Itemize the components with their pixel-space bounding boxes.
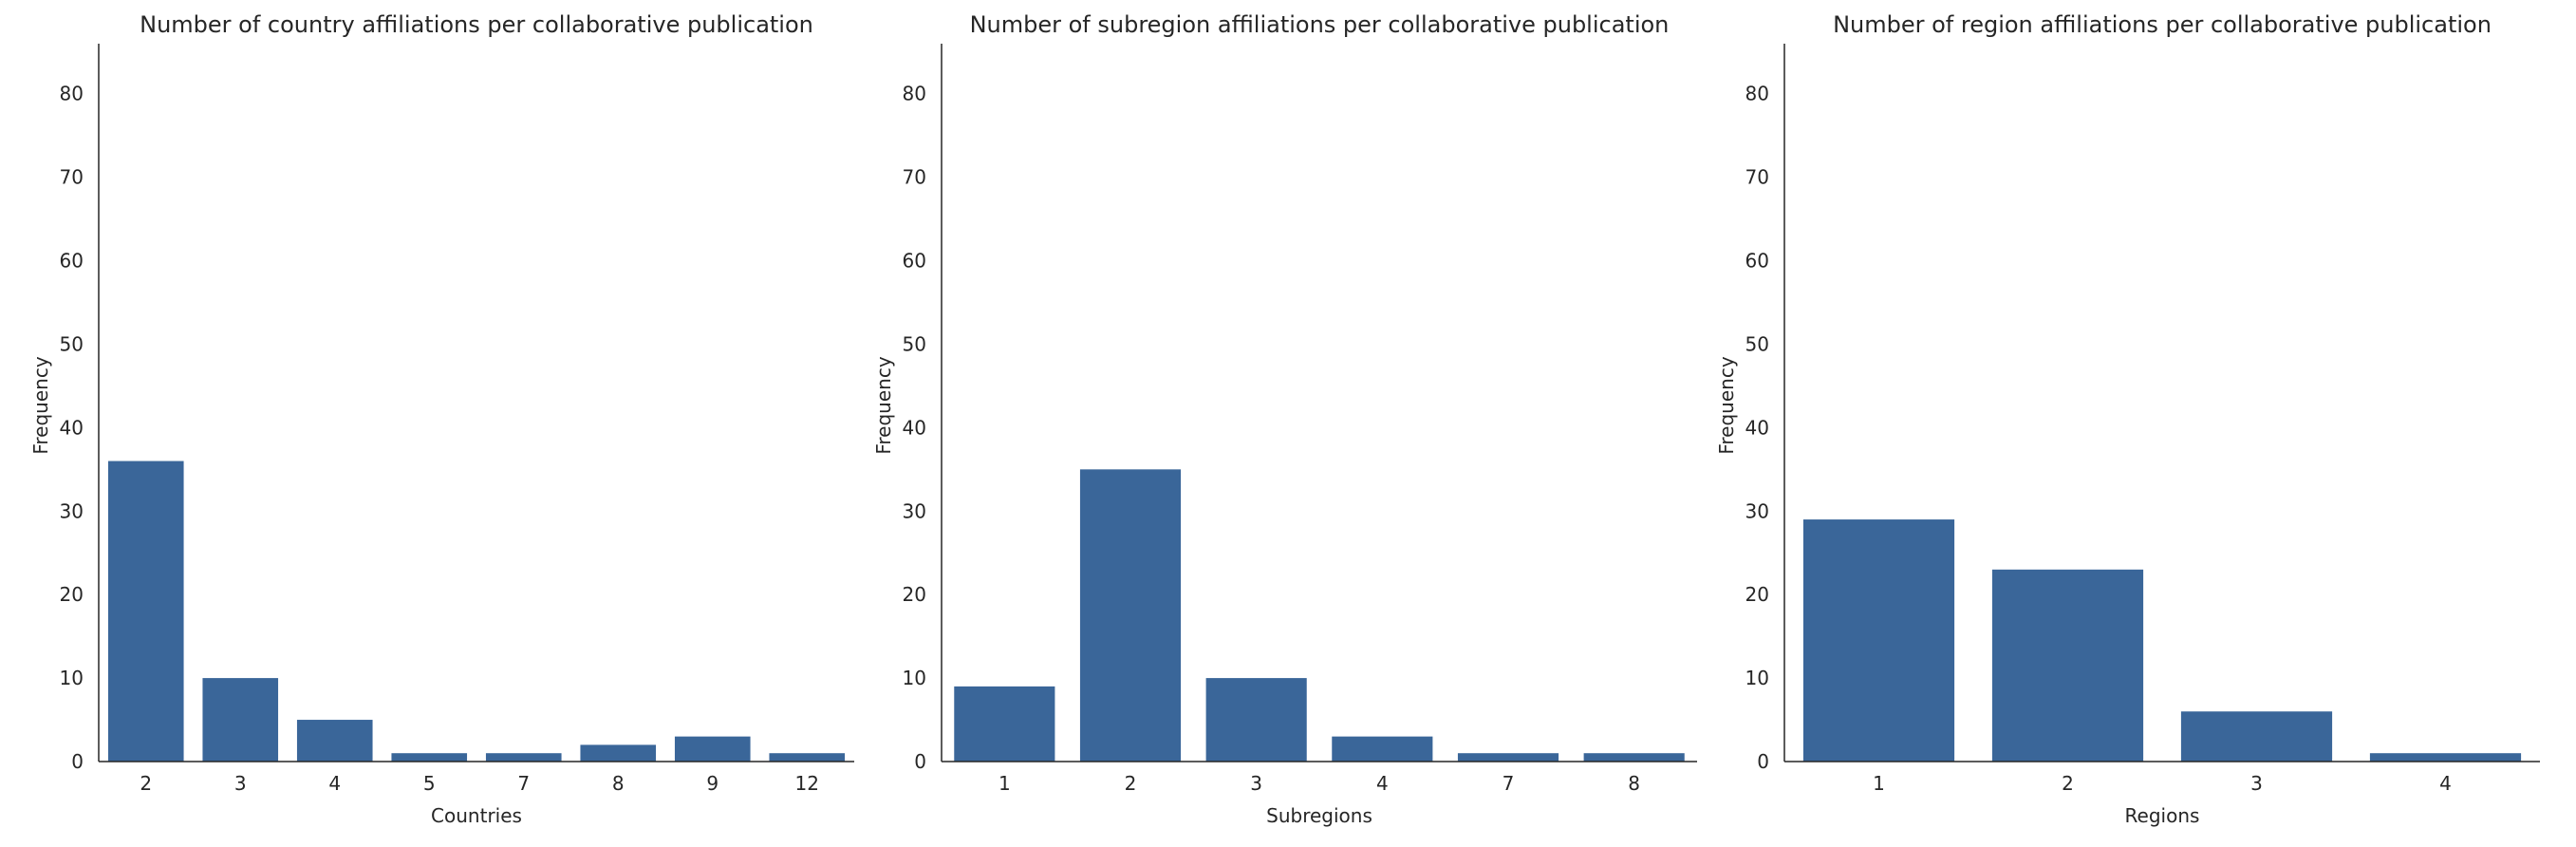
x-tick-label: 4 [2439,772,2452,795]
bar-1 [954,686,1055,762]
bar-5 [391,753,468,762]
x-tick-labels: 1 2 3 4 7 8 [999,772,1640,795]
y-tick-labels: 0 10 20 30 40 50 60 70 80 [60,83,84,773]
x-tick-label: 5 [423,772,436,795]
chart-panel-countries: Number of country affiliations per colla… [29,11,854,827]
x-axis-label: Countries [431,804,522,827]
x-tick-label: 4 [1376,772,1389,795]
bar-3 [1205,678,1307,762]
y-tick-label: 50 [903,332,926,355]
bar-8 [580,744,657,762]
bar-3 [202,678,279,762]
y-tick-label: 80 [1745,83,1769,105]
x-tick-label: 1 [1873,772,1885,795]
y-tick-label: 0 [914,750,926,773]
x-tick-label: 2 [1125,772,1137,795]
y-tick-label: 30 [60,499,84,522]
y-axis-label: Frequency [872,356,895,454]
y-tick-label: 70 [903,166,926,189]
y-tick-label: 40 [60,416,84,439]
bar-2 [1991,569,2144,762]
x-tick-label: 3 [234,772,247,795]
y-tick-label: 10 [903,667,926,689]
bar-group [1802,519,2522,762]
y-tick-label: 70 [60,166,84,189]
chart-title: Number of subregion affiliations per col… [970,11,1670,38]
y-axis-label: Frequency [29,356,52,454]
x-tick-label: 2 [2062,772,2074,795]
y-tick-label: 40 [903,416,926,439]
y-tick-label: 30 [1745,499,1769,522]
bar-7 [485,753,562,762]
x-tick-label: 7 [517,772,530,795]
bar-group [107,461,846,762]
bar-3 [2180,711,2333,762]
y-tick-label: 60 [903,250,926,273]
y-tick-label: 10 [1745,667,1769,689]
x-tick-labels: 2 3 4 5 7 8 9 12 [140,772,819,795]
y-tick-label: 0 [71,750,84,773]
bar-9 [674,736,751,762]
y-tick-label: 60 [60,250,84,273]
y-tick-label: 80 [903,83,926,105]
chart-panel-subregions: Number of subregion affiliations per col… [872,11,1697,827]
bar-2 [1079,469,1182,762]
x-axis-label: Regions [2125,804,2200,827]
x-tick-label: 3 [1250,772,1262,795]
x-tick-label: 4 [328,772,341,795]
y-tick-label: 0 [1757,750,1769,773]
y-tick-label: 20 [60,583,84,606]
bar-4 [1332,736,1433,762]
x-tick-label: 8 [1628,772,1640,795]
y-tick-label: 10 [60,667,84,689]
y-tick-label: 80 [60,83,84,105]
x-tick-label: 9 [706,772,719,795]
y-tick-label: 30 [903,499,926,522]
bar-4 [296,720,373,762]
y-tick-label: 70 [1745,166,1769,189]
bar-2 [107,461,184,762]
y-tick-label: 60 [1745,250,1769,273]
y-tick-labels: 0 10 20 30 40 50 60 70 80 [1745,83,1769,773]
x-tick-label: 3 [2250,772,2263,795]
y-tick-label: 20 [903,583,926,606]
x-tick-labels: 1 2 3 4 [1873,772,2452,795]
x-tick-label: 1 [999,772,1011,795]
y-tick-label: 50 [1745,332,1769,355]
bar-12 [769,753,846,762]
x-tick-label: 12 [795,772,819,795]
chart-title: Number of country affiliations per colla… [140,11,813,38]
bar-4 [2369,753,2522,762]
bar-8 [1583,753,1685,762]
x-axis-label: Subregions [1266,804,1372,827]
y-axis-label: Frequency [1715,356,1738,454]
x-tick-label: 2 [140,772,152,795]
bar-1 [1802,519,1955,762]
bar-group [954,469,1685,762]
x-tick-label: 7 [1503,772,1515,795]
chart-panel-regions: Number of region affiliations per collab… [1715,11,2540,827]
y-tick-label: 20 [1745,583,1769,606]
x-tick-label: 8 [612,772,625,795]
chart-title: Number of region affiliations per collab… [1833,11,2492,38]
y-tick-label: 40 [1745,416,1769,439]
y-tick-labels: 0 10 20 30 40 50 60 70 80 [903,83,926,773]
bar-7 [1457,753,1559,762]
y-tick-label: 50 [60,332,84,355]
